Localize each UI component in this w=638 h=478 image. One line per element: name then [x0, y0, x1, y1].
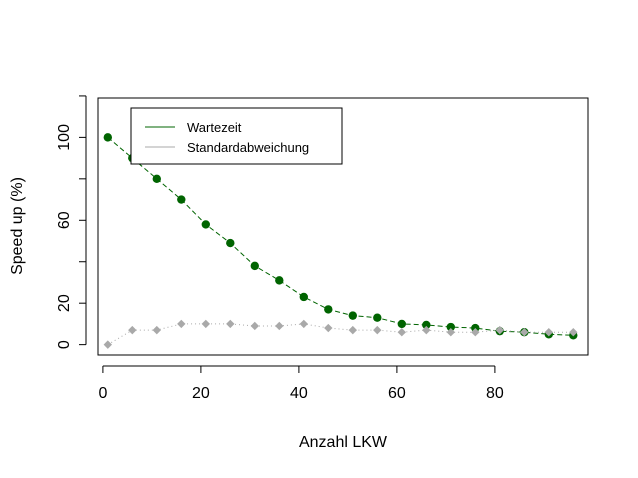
data-point [348, 325, 357, 335]
data-point [177, 195, 186, 204]
data-point [520, 328, 529, 337]
x-tick-label: 60 [388, 385, 406, 402]
x-tick-label: 40 [290, 385, 308, 402]
x-axis: 0 20 40 60 80 [98, 365, 504, 402]
plot-frame [97, 97, 589, 356]
legend-label: Standardabweichung [187, 140, 309, 155]
data-point [299, 292, 308, 302]
series-line [107, 136, 574, 336]
data-point [103, 340, 112, 349]
y-axis: 0 20 60 100 [56, 95, 87, 349]
x-tick-label: 80 [486, 385, 504, 402]
data-point [446, 328, 455, 337]
data-point [324, 323, 333, 333]
data-point [226, 319, 235, 329]
data-point [275, 321, 284, 331]
y-tick-label: 0 [56, 340, 73, 349]
x-axis-label: Anzahl LKW [299, 434, 388, 451]
data-point [397, 319, 406, 329]
data-point [348, 311, 357, 320]
y-tick-label: 100 [56, 124, 73, 151]
x-tick-label: 0 [98, 385, 107, 402]
data-point [324, 305, 333, 314]
data-point [103, 133, 113, 142]
data-point [128, 325, 137, 335]
data-point [250, 261, 259, 271]
data-point [422, 325, 431, 335]
data-point [422, 320, 431, 330]
series-line [107, 323, 574, 346]
data-point [544, 328, 553, 337]
series-1 [103, 319, 578, 349]
data-point [495, 325, 504, 335]
x-tick-label: 20 [192, 385, 210, 402]
data-point [299, 319, 308, 329]
data-point [275, 276, 284, 285]
legend-box [130, 107, 343, 165]
data-point [201, 319, 210, 329]
data-point [250, 321, 259, 331]
data-point [373, 313, 382, 322]
data-point [177, 319, 186, 329]
data-point [373, 325, 382, 335]
data-point [152, 174, 161, 184]
data-point [471, 328, 480, 337]
data-point [397, 328, 406, 337]
series-layer [103, 133, 578, 349]
data-point [446, 322, 455, 332]
y-tick-label: 60 [56, 211, 73, 229]
data-point [201, 220, 210, 229]
y-tick-label: 20 [56, 294, 73, 312]
data-point [569, 328, 578, 337]
legend: Wartezeit Standardabweichung [130, 107, 343, 165]
data-point [226, 238, 235, 248]
y-axis-label: Speed up (%) [9, 177, 26, 275]
legend-label: Wartezeit [187, 120, 242, 135]
data-point [152, 325, 161, 335]
